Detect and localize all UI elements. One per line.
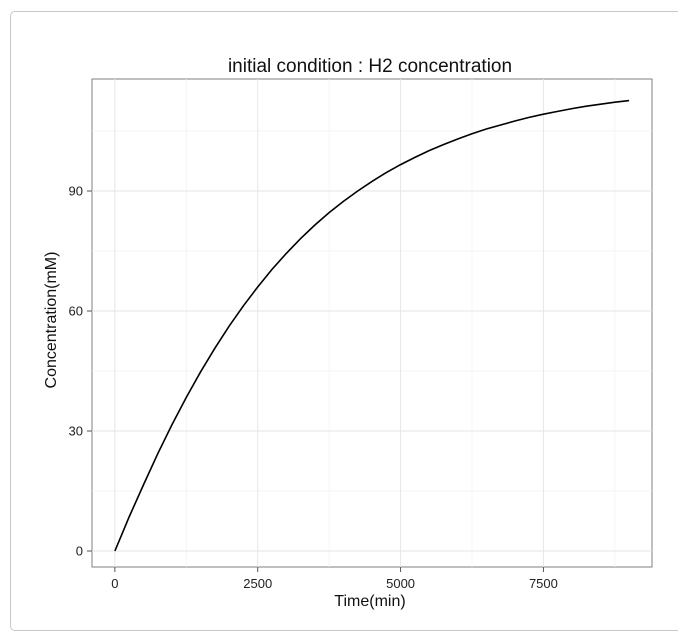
axis-ticks (87, 190, 544, 572)
x-tick-label: 7500 (529, 576, 558, 591)
x-tick-label: 5000 (386, 576, 415, 591)
y-tick-label: 90 (69, 184, 83, 199)
y-tick-label: 60 (69, 304, 83, 319)
y-tick-labels: 0 30 60 90 (69, 184, 83, 559)
plot-panel (91, 78, 653, 568)
x-axis-title: Time(min) (334, 593, 405, 610)
x-tick-label: 2500 (243, 576, 272, 591)
major-gridlines (92, 79, 652, 567)
line-chart: initial condition : H2 concentration 0 25… (43, 56, 653, 610)
chart-title: initial condition : H2 concentration (228, 56, 512, 77)
y-tick-label: 0 (76, 544, 83, 559)
minor-gridlines (92, 79, 652, 567)
y-axis-title: Concentration(mM) (43, 252, 60, 389)
series-line (114, 99, 630, 552)
y-tick-label: 30 (69, 424, 83, 439)
x-tick-labels: 0 2500 5000 7500 (111, 576, 558, 591)
x-tick-label: 0 (111, 576, 118, 591)
